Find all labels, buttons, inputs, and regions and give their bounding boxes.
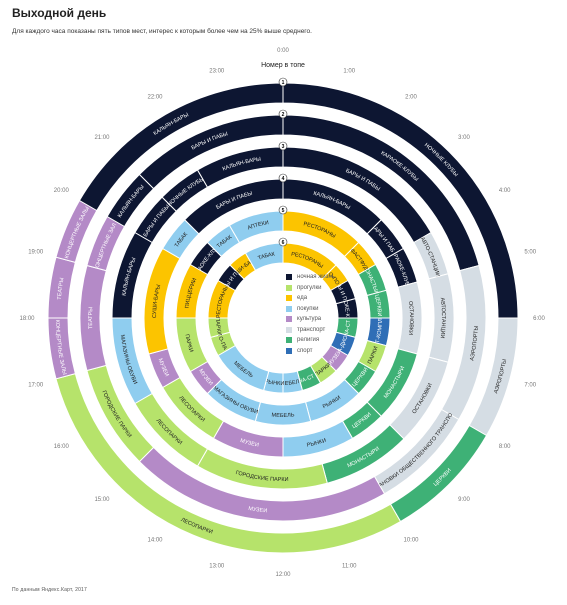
segment-label: ЦЕРКВИ: [373, 294, 382, 317]
ring-4-segment: [143, 247, 181, 355]
segment-label: АВТОСТАНЦИИ: [439, 297, 446, 338]
legend-label: религия: [297, 337, 320, 344]
hour-tick-label: 21:00: [94, 135, 110, 141]
legend-swatch-icon: [286, 337, 292, 344]
rank-number: 1: [282, 80, 285, 86]
hour-tick-label: 11:00: [342, 563, 357, 569]
rank-marker: [278, 77, 288, 87]
rank-marker: [278, 173, 288, 183]
page-title: Выходной день: [12, 6, 107, 20]
rank-number: 2: [282, 112, 285, 118]
segment-label: ПАРКИ: [183, 334, 194, 354]
source-note: По данным Яндекс.Карт, 2017: [12, 587, 88, 593]
segment-label: АЭРОПОРТЫ: [469, 325, 480, 361]
legend-label: покупки: [297, 305, 319, 312]
legend-item: культура: [286, 314, 335, 325]
ring-4-segment: [212, 420, 284, 458]
ring-6-segment: [244, 242, 284, 272]
legend-item: еда: [286, 293, 335, 304]
segment-label: ТЕАТРЫ: [57, 277, 66, 300]
hour-tick-label: 1:00: [343, 69, 355, 75]
legend-label: еда: [297, 295, 308, 302]
ring-2-segment: [138, 114, 284, 190]
page-subtitle: Для каждого часа показаны пять типов мес…: [12, 28, 312, 35]
hour-tick-label: 22:00: [147, 94, 163, 100]
rank-number: 6: [282, 240, 285, 246]
legend: ночная жизнь прогулки еда покупки культура тр…: [286, 272, 335, 356]
ring-4-segment: [184, 178, 284, 235]
legend-swatch-icon: [286, 284, 292, 291]
hour-tick-label: 2:00: [405, 94, 417, 100]
legend-item: спорт: [286, 346, 335, 357]
legend-swatch-icon: [286, 295, 292, 302]
hour-tick-label: 17:00: [28, 382, 44, 388]
legend-label: транспорт: [297, 326, 326, 333]
legend-label: прогулки: [297, 284, 322, 291]
rank-marker: [278, 237, 288, 247]
hour-tick-label: 14:00: [147, 538, 163, 544]
legend-label: ночная жизнь: [297, 274, 335, 281]
rank-marker: [278, 109, 288, 119]
rank-number: 5: [282, 208, 285, 214]
legend-swatch-icon: [286, 305, 292, 312]
segment-label: ТЕАТРЫ: [88, 307, 94, 330]
segment-label: РЫНКИ: [264, 379, 285, 388]
hour-tick-label: 15:00: [94, 497, 110, 503]
hour-tick-label: 18:00: [19, 316, 35, 322]
hour-tick-label: 19:00: [28, 250, 44, 256]
legend-swatch-icon: [286, 316, 292, 323]
legend-swatch-icon: [286, 326, 292, 333]
hour-tick-label: 7:00: [524, 382, 536, 388]
segment-label: МУЗЕИ: [239, 438, 259, 449]
legend-swatch-icon: [286, 274, 292, 281]
segment-label: СУШИ-БАРЫ: [152, 284, 162, 318]
hour-tick-label: 6:00: [533, 316, 545, 322]
segment-label: МЕБЕЛЬ: [271, 412, 295, 419]
segment-label: РЫНКИ: [306, 438, 327, 449]
legend-item: транспорт: [286, 325, 335, 336]
legend-label: культура: [297, 316, 322, 323]
ring-1-segment: [78, 82, 284, 212]
rank-axis-label: Номер в топе: [261, 62, 305, 69]
hour-tick-label: 5:00: [524, 250, 536, 256]
hour-tick-label: 10:00: [403, 538, 419, 544]
hour-tick-label: 20:00: [54, 188, 70, 194]
segment-label: МУЗЕИ: [248, 506, 268, 514]
ring-3-segment: [196, 146, 284, 188]
rank-marker: [278, 205, 288, 215]
segment-label: ПАРКИ: [214, 317, 222, 336]
legend-label: спорт: [297, 347, 313, 354]
hour-tick-label: 16:00: [54, 444, 70, 450]
legend-item: прогулки: [286, 283, 335, 294]
hour-tick-label: 9:00: [458, 497, 470, 503]
rank-number: 4: [282, 176, 285, 182]
hour-tick-label: 4:00: [499, 188, 511, 194]
legend-item: ночная жизнь: [286, 272, 335, 283]
legend-item: религия: [286, 335, 335, 346]
ring-4-segment: [282, 420, 354, 458]
hour-tick-label: 8:00: [499, 444, 511, 450]
hour-tick-label: 3:00: [458, 135, 470, 141]
hour-tick-label: 12:00: [275, 572, 291, 578]
segment-label: АПТЕКИ: [247, 220, 269, 231]
legend-item: покупки: [286, 304, 335, 315]
hour-tick-label: 0:00: [277, 48, 289, 54]
legend-swatch-icon: [286, 347, 292, 354]
rank-marker: [278, 141, 288, 151]
hour-tick-label: 13:00: [209, 563, 225, 569]
hour-tick-label: 23:00: [209, 69, 225, 75]
segment-label: ТАБАК: [257, 251, 276, 261]
segment-label: ОСТАНОВКИ: [407, 301, 414, 335]
ring-5-segment: [228, 210, 284, 244]
rank-number: 3: [282, 144, 285, 150]
